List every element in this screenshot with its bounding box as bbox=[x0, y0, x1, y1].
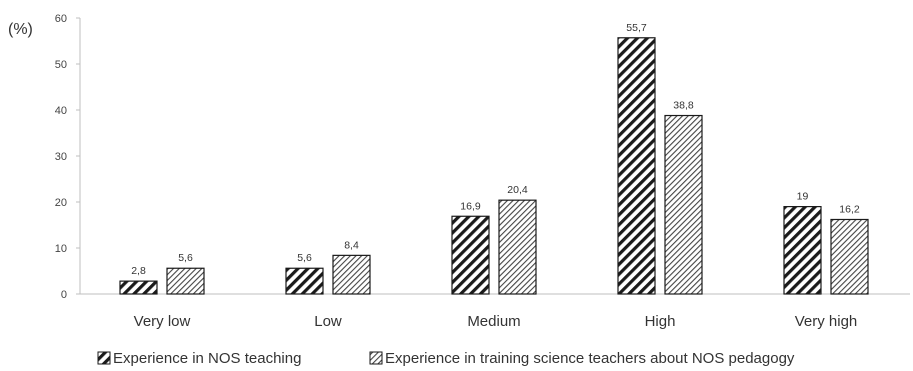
category-label: High bbox=[645, 313, 676, 330]
y-tick-label: 10 bbox=[55, 243, 67, 255]
data-label: 55,7 bbox=[626, 22, 647, 34]
bar-2-4 bbox=[830, 218, 869, 295]
bar-1-4 bbox=[783, 206, 822, 295]
bar-1-3 bbox=[617, 37, 656, 295]
data-label: 19 bbox=[797, 191, 809, 203]
y-tick-label: 0 bbox=[61, 289, 67, 301]
y-tick-label: 40 bbox=[55, 105, 67, 117]
data-label: 2,8 bbox=[131, 265, 146, 277]
bar-2-3 bbox=[664, 114, 703, 295]
data-labels-group: 2,8 5,6 5,6 8,4 16,9 20,4 55,7 38,8 19 16,2 bbox=[131, 22, 860, 277]
legend-label-series-2: Experience in training science teachers … bbox=[385, 350, 795, 367]
legend-swatch-series-1 bbox=[97, 351, 111, 365]
y-tick-label: 20 bbox=[55, 197, 67, 209]
category-label: Low bbox=[314, 313, 342, 330]
legend-label-series-1: Experience in NOS teaching bbox=[113, 350, 301, 367]
bar-2-0 bbox=[166, 267, 205, 295]
y-tick-label: 60 bbox=[55, 13, 67, 25]
y-tick-label: 30 bbox=[55, 151, 67, 163]
y-tick-label: 50 bbox=[55, 59, 67, 71]
legend-swatch-series-2 bbox=[369, 351, 383, 365]
bars-group bbox=[119, 37, 869, 295]
category-label: Very high bbox=[795, 313, 858, 330]
data-label: 5,6 bbox=[297, 252, 312, 264]
data-label: 16,9 bbox=[460, 200, 481, 212]
legend: Experience in NOS teaching Experience in… bbox=[97, 350, 795, 367]
bar-1-0 bbox=[119, 280, 158, 295]
category-label: Very low bbox=[134, 313, 191, 330]
bar-1-2 bbox=[451, 215, 490, 295]
category-label: Medium bbox=[467, 313, 520, 330]
y-axis-ticks: 0 10 20 30 40 50 60 bbox=[55, 13, 80, 301]
data-label: 20,4 bbox=[507, 184, 528, 196]
y-axis-unit-label: (%) bbox=[8, 21, 33, 38]
data-label: 8,4 bbox=[344, 239, 359, 251]
data-label: 38,8 bbox=[673, 100, 694, 112]
bar-2-2 bbox=[498, 199, 537, 295]
category-labels-group: Very low Low Medium High Very high bbox=[134, 313, 858, 330]
bar-2-1 bbox=[332, 254, 371, 295]
data-label: 5,6 bbox=[178, 252, 193, 264]
bar-1-1 bbox=[285, 267, 324, 295]
data-label: 16,2 bbox=[839, 203, 860, 215]
